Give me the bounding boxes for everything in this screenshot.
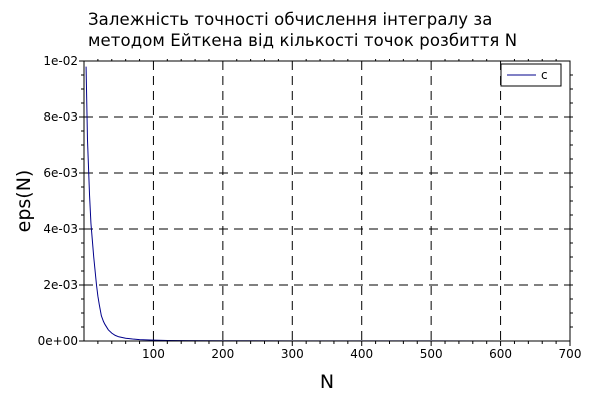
y-tick-label: 4e-03 bbox=[43, 222, 78, 236]
series-layer bbox=[85, 66, 544, 342]
series-line-c bbox=[85, 66, 544, 342]
legend: c bbox=[500, 63, 562, 87]
y-tick-label: 8e-03 bbox=[43, 110, 78, 124]
x-tick-label: 300 bbox=[281, 347, 304, 361]
y-tick-label: 1e-02 bbox=[43, 54, 78, 68]
chart-title-line-1: Залежність точності обчислення інтегралу… bbox=[88, 10, 493, 29]
y-tick-label: 6e-03 bbox=[43, 166, 78, 180]
y-tick-label: 0e+00 bbox=[38, 334, 78, 348]
legend-label-c: c bbox=[541, 68, 548, 82]
grid-lines bbox=[84, 60, 570, 341]
y-axis-label: eps(N) bbox=[13, 170, 35, 233]
x-tick-label: 600 bbox=[489, 347, 512, 361]
x-axis-label: N bbox=[320, 371, 334, 393]
x-tick-labels: 100 200 300 400 500 600 700 bbox=[142, 347, 581, 361]
x-tick-label: 400 bbox=[350, 347, 373, 361]
chart-title-line-2: методом Ейткена від кількості точок розб… bbox=[88, 31, 518, 50]
x-tick-label: 700 bbox=[559, 347, 582, 361]
x-tick-label: 100 bbox=[142, 347, 165, 361]
x-tick-label: 500 bbox=[420, 347, 443, 361]
y-tick-label: 2e-03 bbox=[43, 278, 78, 292]
x-tick-label: 200 bbox=[211, 347, 234, 361]
plot-frame bbox=[83, 60, 571, 342]
y-tick-labels: 0e+00 2e-03 4e-03 6e-03 8e-03 1e-02 bbox=[38, 54, 78, 348]
